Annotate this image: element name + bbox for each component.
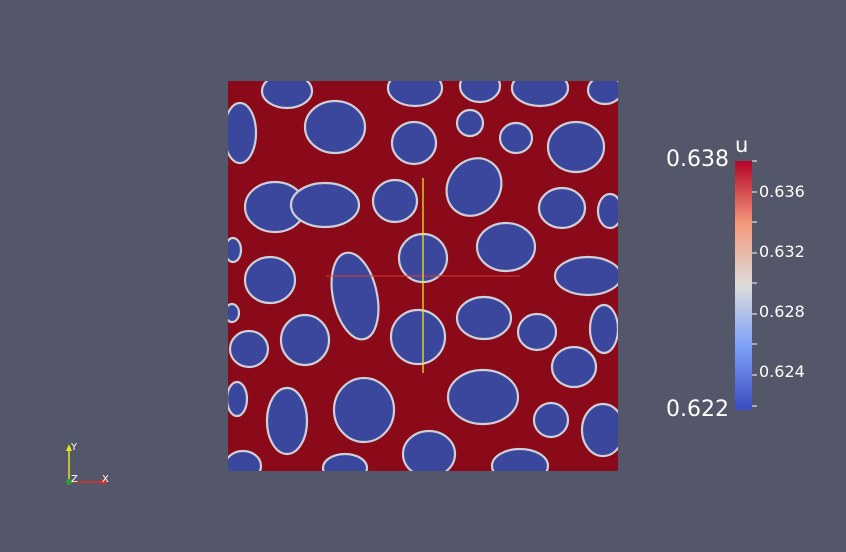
blob	[446, 368, 520, 426]
colorbar-gradient	[735, 161, 752, 410]
blob	[458, 81, 502, 104]
colorbar-max-label: 0.638	[666, 147, 729, 172]
blob	[228, 329, 270, 369]
colorbar-ticks	[752, 160, 757, 407]
colorbar	[735, 160, 757, 410]
field-blobs	[228, 81, 618, 471]
blob	[332, 376, 396, 444]
blob	[321, 452, 369, 471]
blob	[265, 386, 309, 456]
blob	[445, 157, 503, 217]
blob	[580, 402, 618, 458]
colorbar-tick-label: 0.636	[759, 182, 805, 201]
blob	[596, 192, 618, 230]
blob	[330, 251, 380, 341]
x-axis-label: X	[102, 474, 109, 485]
blob	[516, 312, 558, 352]
blob	[279, 313, 331, 367]
blob	[228, 449, 263, 471]
blob	[455, 108, 485, 138]
orientation-axes	[66, 444, 108, 485]
y-axis-label: Y	[71, 442, 78, 453]
blob	[401, 429, 457, 471]
colorbar-tick-label: 0.624	[759, 362, 805, 381]
blob	[553, 255, 618, 297]
blob	[260, 81, 314, 110]
blob	[228, 101, 258, 165]
blob	[475, 221, 537, 273]
blob	[537, 186, 587, 230]
blob	[490, 447, 550, 471]
blob	[386, 81, 444, 108]
blob	[228, 380, 249, 418]
blob	[389, 308, 447, 366]
blob	[228, 302, 241, 324]
blob	[455, 295, 513, 341]
z-axis-dot	[66, 479, 72, 485]
blob	[550, 345, 598, 389]
x-axis-arrowhead	[101, 479, 108, 485]
colorbar-tick-label: 0.632	[759, 242, 805, 261]
blob	[303, 99, 367, 155]
blob	[228, 236, 243, 264]
blob	[390, 120, 438, 166]
colorbar-title: u	[735, 133, 749, 157]
blob	[371, 178, 419, 224]
blob	[289, 181, 361, 229]
blob	[532, 401, 570, 439]
y-axis-arrowhead	[66, 444, 72, 451]
blob	[546, 120, 606, 174]
blob	[586, 81, 618, 106]
blob	[243, 255, 297, 305]
blob	[588, 303, 618, 355]
colorbar-min-label: 0.622	[666, 397, 729, 422]
blob	[498, 121, 534, 155]
z-axis-label: Z	[71, 474, 78, 485]
scalar-field-plot[interactable]	[224, 70, 624, 483]
colorbar-tick-label: 0.628	[759, 302, 805, 321]
blob	[510, 81, 570, 108]
